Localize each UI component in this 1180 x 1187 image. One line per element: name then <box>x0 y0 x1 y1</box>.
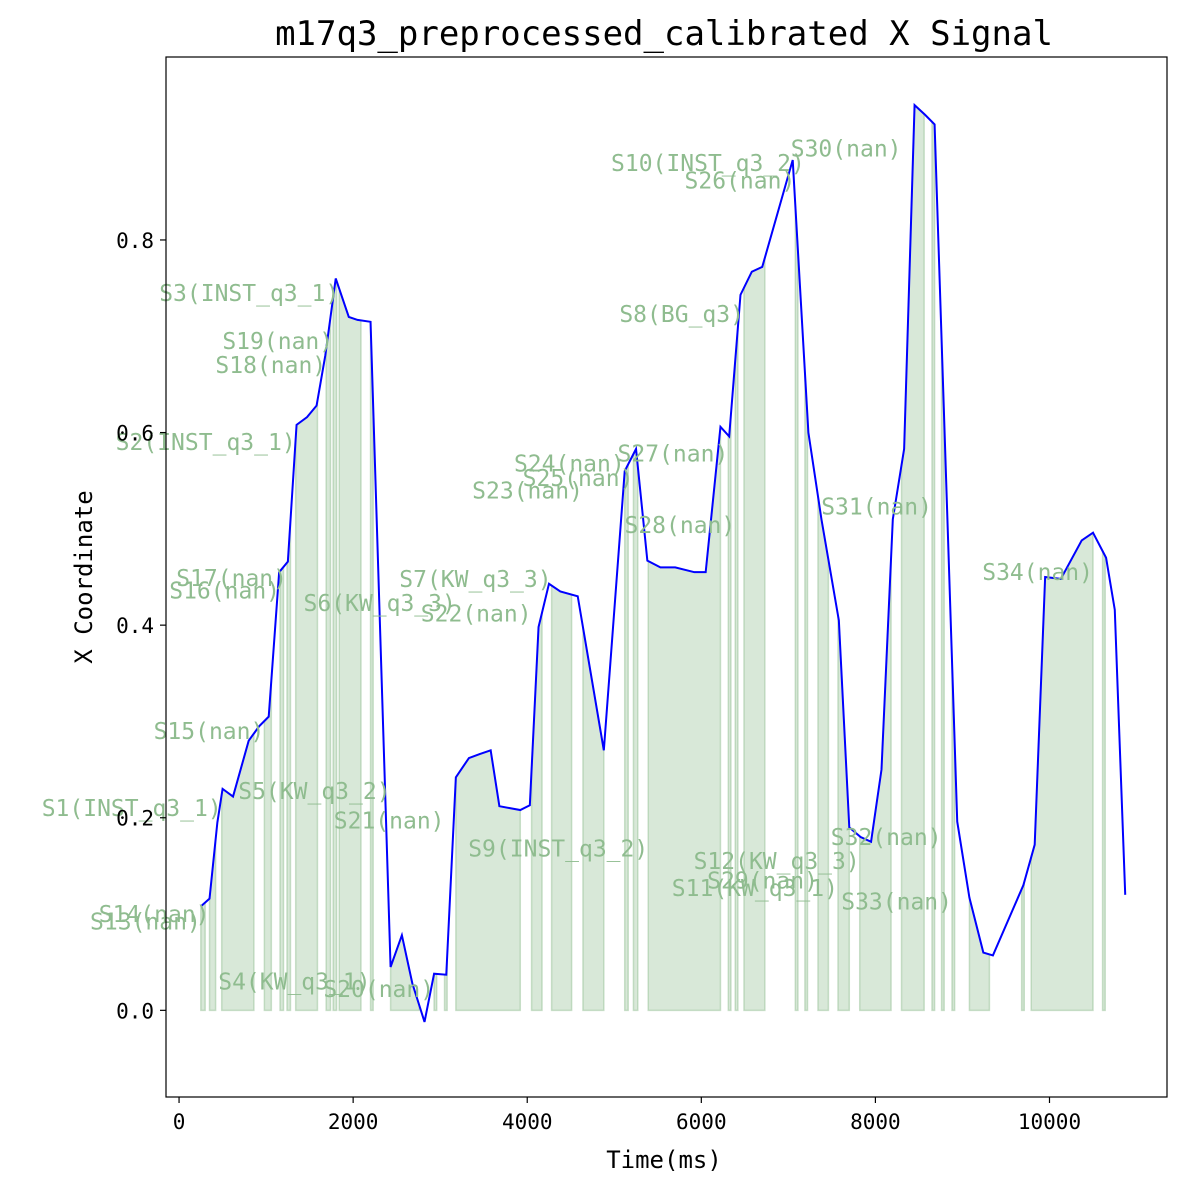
segment-fill-23 <box>734 327 739 1012</box>
segment-label: S17(nan) <box>176 566 287 592</box>
segment-label: S30(nan) <box>791 136 902 162</box>
y-tick-label: 0.0 <box>116 999 154 1023</box>
segment-label: S19(nan) <box>222 329 333 355</box>
segment-label: S25(nan) <box>523 466 634 492</box>
segment-fills <box>200 103 1106 1012</box>
segment-fill-6 <box>286 520 292 1012</box>
y-tick-label: 0.4 <box>116 614 154 638</box>
segment-fill-10 <box>338 288 362 1012</box>
plot-frame <box>165 56 1168 1098</box>
segment-label: S27(nan) <box>618 442 729 468</box>
segment-label: S8(BG_q3) <box>619 302 744 328</box>
segment-fill-27 <box>817 495 830 1012</box>
segment-label: S9(INST_q3_2) <box>468 837 648 863</box>
segment-fill-26 <box>804 371 809 1012</box>
segment-label: S33(nan) <box>841 890 952 916</box>
segment-label: S26(nan) <box>685 168 796 194</box>
segment-fill-30 <box>900 103 925 1012</box>
segment-label: S6(KW_q3_3) <box>304 591 456 617</box>
segment-fill-29 <box>858 557 892 1012</box>
segment-label: S28(nan) <box>624 513 735 539</box>
segment-label: S10(INST_q3_2) <box>611 151 805 177</box>
segment-fill-22 <box>727 414 732 1012</box>
segment-label: S15(nan) <box>154 719 265 745</box>
segment-label: S14(nan) <box>99 902 210 928</box>
y-tick-label: 0.2 <box>116 807 154 831</box>
chart-title: m17q3_preprocessed_calibrated X Signal <box>275 14 1053 54</box>
y-tick-label: 0.8 <box>116 229 154 253</box>
segment-label: S7(KW_q3_3) <box>399 567 551 593</box>
y-tick-label: 0.6 <box>116 422 154 446</box>
segment-label: S29(nan) <box>707 868 818 894</box>
segment-label: S4(KW_q3_1) <box>218 969 370 995</box>
segment-fill-4 <box>263 680 273 1012</box>
segment-fill-9 <box>332 278 338 1012</box>
segment-label: S5(KW_q3_2) <box>238 779 390 805</box>
x-tick-label: 6000 <box>676 1110 727 1134</box>
x-axis-label: Time(ms) <box>606 1146 722 1174</box>
x-tick-label: 8000 <box>850 1110 901 1134</box>
segment-fill-36 <box>1030 531 1094 1012</box>
segment-label: S32(nan) <box>831 825 942 851</box>
segment-label: S20(nan) <box>323 977 434 1003</box>
segment-fill-7 <box>294 400 319 1012</box>
x-tick-label: 0 <box>173 1110 186 1134</box>
segment-label: S31(nan) <box>821 495 932 521</box>
y-axis-ticks: 0.0 0.2 0.4 0.6 0.8 <box>116 229 166 1023</box>
segment-label: S3(INST_q3_1) <box>159 281 339 307</box>
segment-fill-8 <box>325 316 332 1012</box>
segment-label: S24(nan) <box>514 451 625 477</box>
y-axis-label: X Coordinate <box>70 490 98 663</box>
x-tick-label: 2000 <box>328 1110 379 1134</box>
segment-fill-15 <box>455 749 522 1012</box>
segment-label: S1(INST_q3_1) <box>42 796 222 822</box>
segment-fill-37 <box>1101 550 1106 1012</box>
segment-label: S2(INST_q3_1) <box>116 430 296 456</box>
segment-label: S22(nan) <box>421 602 532 628</box>
segment-label: S16(nan) <box>169 578 280 604</box>
segment-annotations: S1(INST_q3_1) S2(INST_q3_1) S3(INST_q3_1) S… <box>42 136 1093 1003</box>
segment-label: S11(KW_q3_1) <box>672 876 838 902</box>
segment-label: S23(nan) <box>472 478 583 504</box>
segment-fill-19 <box>623 463 629 1012</box>
segment-label: S18(nan) <box>215 353 326 379</box>
segment-fill-13 <box>433 972 438 1012</box>
segment-label: S12(KW_q3_3) <box>694 849 860 875</box>
signal-line <box>200 102 1127 1023</box>
segment-label: S34(nan) <box>982 560 1093 586</box>
segment-fill-31 <box>931 119 936 1012</box>
segment-fill-35 <box>1020 881 1025 1012</box>
segment-label: S13(nan) <box>90 910 201 936</box>
segment-fill-17 <box>550 584 573 1012</box>
x-tick-label: 10000 <box>1018 1110 1081 1134</box>
x-tick-label: 4000 <box>502 1110 553 1134</box>
segment-label: S21(nan) <box>334 809 445 835</box>
x-axis-ticks: 0 2000 4000 6000 8000 10000 <box>173 1097 1081 1134</box>
